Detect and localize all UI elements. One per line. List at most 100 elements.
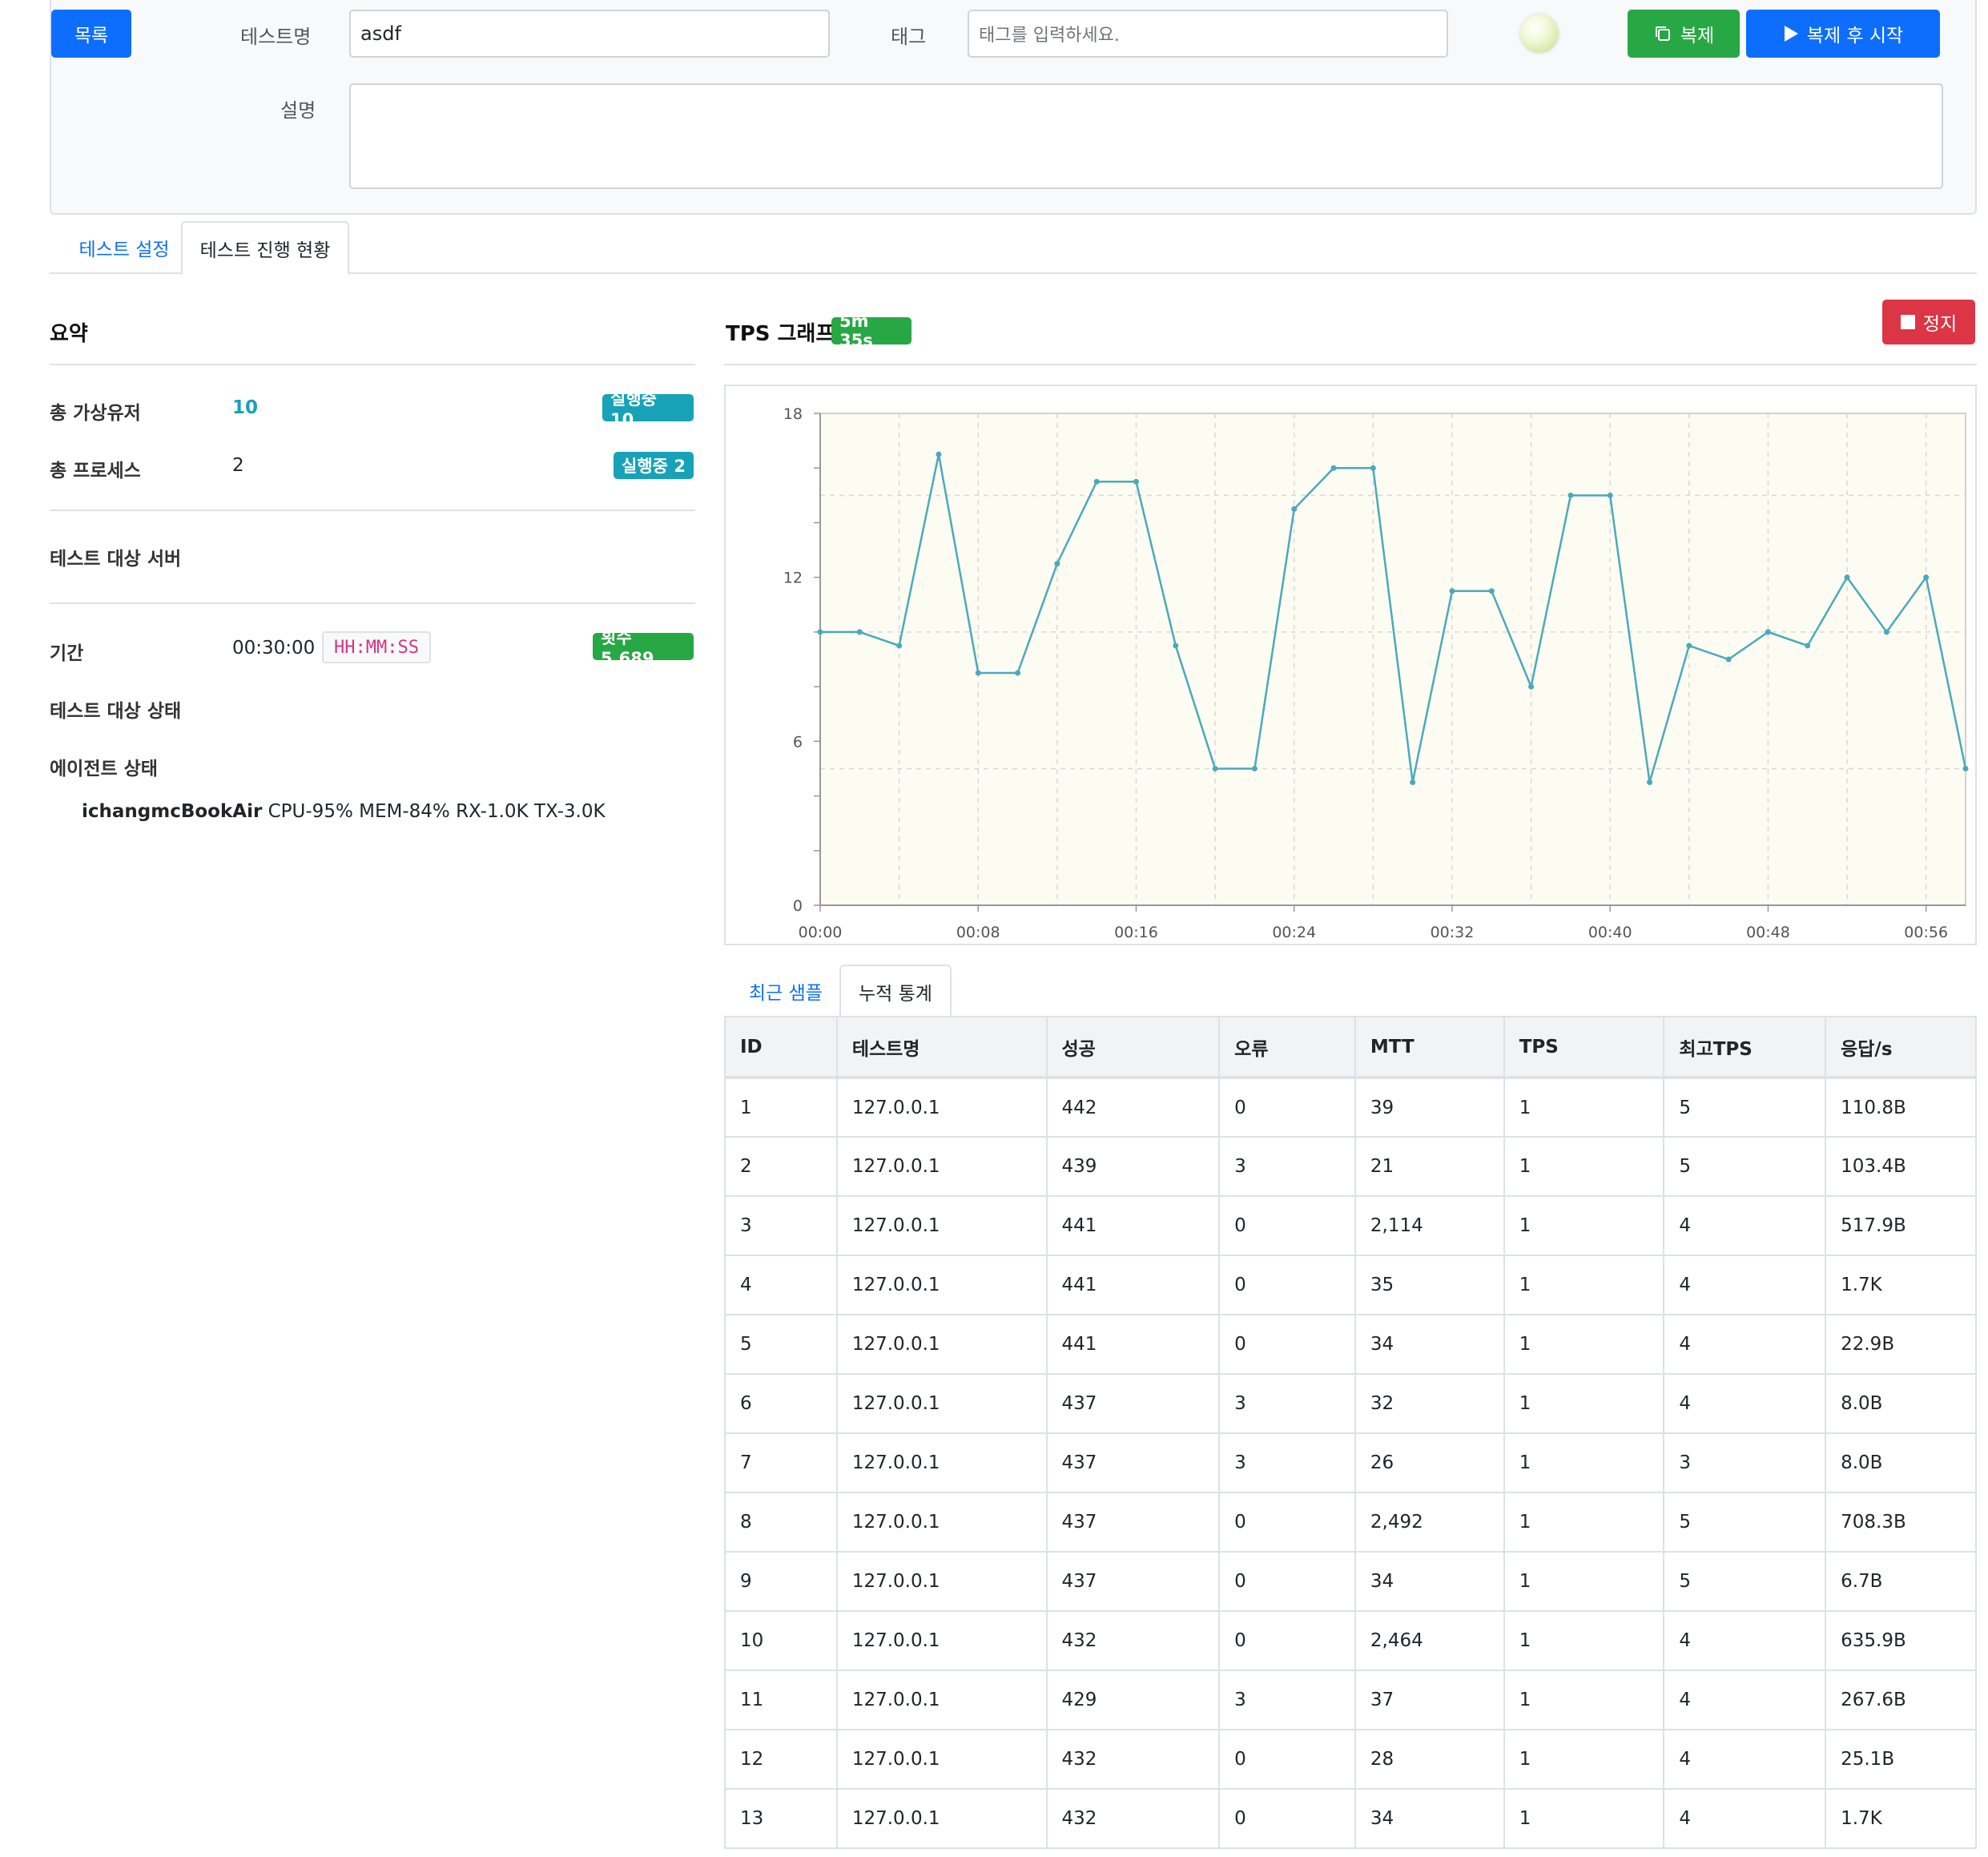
table-cell: 441 — [1045, 1314, 1221, 1375]
period-label: 기간 — [50, 643, 84, 664]
table-cell: 635.9B — [1825, 1610, 1977, 1671]
total-processes-value: 2 — [232, 455, 244, 476]
tps-series-line — [820, 453, 1967, 783]
stats-tabs: 최근 샘플 누적 통계 — [724, 965, 1977, 1019]
table-row: 7 127.0.0.1 437 3 26 1 3 8.0B — [724, 1432, 1977, 1493]
table-cell: 127.0.0.1 — [835, 1729, 1048, 1790]
x-tick-label: 00:32 — [1431, 924, 1475, 941]
column-header: 오류 — [1218, 1016, 1356, 1079]
table-cell: 437 — [1045, 1432, 1221, 1493]
table-cell: 3 — [1218, 1373, 1356, 1434]
table-cell: 127.0.0.1 — [835, 1136, 1048, 1197]
copy-button[interactable]: 복제 — [1628, 10, 1740, 58]
table-row: 5 127.0.0.1 441 0 34 1 4 22.9B — [724, 1314, 1977, 1375]
table-cell: 127.0.0.1 — [835, 1610, 1048, 1671]
running-users-badge: 실행중 10 — [602, 389, 694, 429]
tps-data-point — [1567, 492, 1574, 498]
table-cell: 1 — [1503, 1551, 1665, 1612]
table-cell: 1 — [1503, 1373, 1665, 1434]
test-name-input[interactable]: asdf — [349, 10, 830, 58]
x-tick-label: 00:24 — [1272, 924, 1316, 941]
table-cell: 2,464 — [1354, 1610, 1505, 1671]
table-cell: 4 — [1663, 1670, 1827, 1730]
stats-table: ID 테스트명 성공 오류 MTT TPS 최고TPS 응답/s 1 127.0.0.1 442 0… — [724, 1016, 1977, 1849]
table-cell: 1 — [1503, 1255, 1665, 1315]
tab-test-progress[interactable]: 테스트 진행 현황 — [181, 221, 349, 276]
x-tick-label: 00:48 — [1746, 924, 1790, 941]
table-cell: 1 — [1503, 1432, 1665, 1493]
table-cell: 2 — [724, 1136, 838, 1197]
table-cell: 5 — [1663, 1551, 1827, 1612]
table-cell: 0 — [1218, 1492, 1356, 1553]
tps-data-point — [1133, 478, 1139, 485]
count-badge: 횟수 5,689 — [593, 628, 694, 668]
agent-status-line: ichangmcBookAir CPU-95% MEM-84% RX-1.0K … — [82, 801, 606, 822]
table-cell: 39 — [1354, 1077, 1505, 1138]
table-cell: 127.0.0.1 — [835, 1492, 1048, 1553]
table-cell: 432 — [1045, 1788, 1221, 1849]
x-tick-label: 00:00 — [799, 924, 843, 941]
main-tabs: 테스트 설정 테스트 진행 현황 — [50, 221, 1977, 276]
copy-and-start-label: 복제 후 시작 — [1806, 26, 1904, 46]
summary-title: 요약 — [50, 322, 88, 346]
table-cell: 6 — [724, 1373, 838, 1434]
table-cell: 1 — [1503, 1492, 1665, 1553]
plot-area — [819, 413, 1966, 906]
stop-button-label: 정지 — [1922, 314, 1958, 335]
y-tick-label: 12 — [783, 570, 803, 587]
table-cell: 34 — [1354, 1314, 1505, 1375]
table-cell: 9 — [724, 1551, 838, 1612]
table-cell: 4 — [1663, 1255, 1827, 1315]
table-cell: 3 — [1218, 1670, 1356, 1730]
list-button[interactable]: 목록 — [51, 10, 131, 58]
table-cell: 2,114 — [1354, 1195, 1505, 1256]
table-cell: 1 — [1503, 1788, 1665, 1849]
tab-recent-samples[interactable]: 최근 샘플 — [749, 983, 823, 1004]
column-header: 최고TPS — [1663, 1016, 1827, 1079]
table-cell: 4 — [1663, 1195, 1827, 1256]
table-row: 4 127.0.0.1 441 0 35 1 4 1.7K — [724, 1255, 1977, 1315]
tps-data-point — [1488, 588, 1495, 594]
table-cell: 4 — [1663, 1373, 1827, 1434]
table-cell: 441 — [1045, 1255, 1221, 1315]
description-label: 설명 — [280, 99, 316, 122]
table-cell: 1.7K — [1825, 1255, 1977, 1315]
summary-divider-3 — [50, 602, 695, 604]
table-row: 9 127.0.0.1 437 0 34 1 5 6.7B — [724, 1551, 1977, 1612]
tps-divider — [724, 364, 1977, 365]
table-cell: 0 — [1218, 1314, 1356, 1375]
tps-data-point — [1449, 588, 1455, 594]
table-cell: 4 — [1663, 1610, 1827, 1671]
description-textarea[interactable] — [349, 83, 1943, 189]
table-cell: 439 — [1045, 1136, 1221, 1197]
table-cell: 267.6B — [1825, 1670, 1977, 1730]
agent-name: ichangmcBookAir — [82, 801, 263, 822]
copy-and-start-button[interactable]: 복제 후 시작 — [1746, 10, 1940, 58]
tab-test-settings[interactable]: 테스트 설정 — [78, 240, 170, 260]
tag-input[interactable]: 태그를 입력하세요. — [968, 10, 1448, 58]
x-tick-label: 00:56 — [1904, 924, 1948, 941]
copy-icon — [1653, 24, 1672, 43]
tag-label: 태그 — [891, 26, 927, 48]
stop-button[interactable]: 정지 — [1882, 300, 1975, 344]
table-row: 10 127.0.0.1 432 0 2,464 1 4 635.9B — [724, 1610, 1977, 1671]
summary-divider-2 — [50, 510, 695, 511]
table-cell: 8 — [724, 1492, 838, 1553]
table-cell: 3 — [1663, 1432, 1827, 1493]
tab-cumulative-stats[interactable]: 누적 통계 — [839, 965, 952, 1019]
column-header: TPS — [1503, 1016, 1665, 1079]
tps-graph-title: TPS 그래프 — [726, 322, 835, 346]
table-cell: 127.0.0.1 — [835, 1788, 1048, 1849]
tps-data-point — [975, 670, 981, 676]
table-cell: 432 — [1045, 1729, 1221, 1790]
total-users-link[interactable]: 10 — [232, 397, 259, 418]
table-cell: 3 — [724, 1195, 838, 1256]
table-cell: 0 — [1218, 1255, 1356, 1315]
tps-line-chart: 0 6 12 18 00:00 00:08 00:16 00:24 00:32 00:40 00:4… — [783, 405, 1969, 941]
tps-data-point — [1251, 765, 1258, 771]
tps-data-point — [1883, 629, 1889, 635]
table-cell: 5 — [1663, 1136, 1827, 1197]
table-cell: 0 — [1218, 1788, 1356, 1849]
table-cell: 127.0.0.1 — [835, 1195, 1048, 1256]
tps-data-point — [1844, 574, 1850, 581]
